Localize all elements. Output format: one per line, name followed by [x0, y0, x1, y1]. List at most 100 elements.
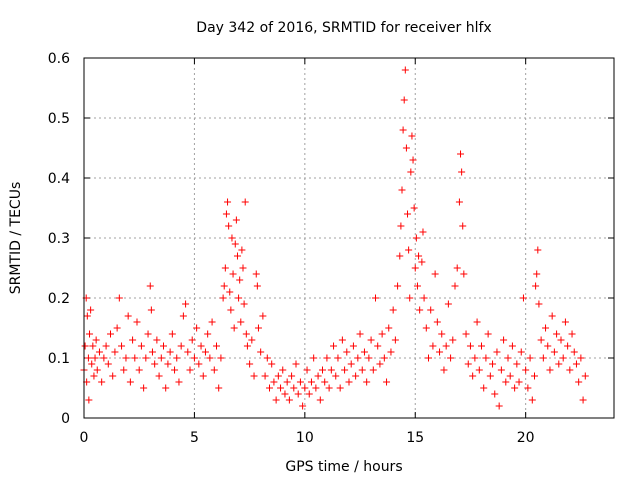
data-point	[352, 372, 360, 380]
data-point	[469, 372, 477, 380]
data-point	[113, 324, 121, 332]
data-point	[224, 198, 232, 206]
data-point	[338, 336, 346, 344]
data-point	[90, 372, 98, 380]
data-point	[146, 282, 154, 290]
data-point	[506, 372, 514, 380]
y-tick-label: 0	[61, 411, 70, 427]
data-point	[542, 324, 550, 332]
data-point	[220, 282, 228, 290]
data-point	[263, 354, 271, 362]
data-point	[238, 246, 246, 254]
data-point	[568, 330, 576, 338]
data-point	[221, 264, 229, 272]
data-point	[164, 360, 172, 368]
data-point	[239, 264, 247, 272]
data-point	[179, 312, 187, 320]
data-point	[316, 396, 324, 404]
data-point	[227, 306, 235, 314]
data-point	[285, 396, 293, 404]
data-point	[459, 222, 467, 230]
data-point	[325, 384, 333, 392]
data-point	[442, 342, 450, 350]
data-point	[575, 378, 583, 386]
data-point	[420, 294, 428, 302]
data-point	[206, 354, 214, 362]
data-point	[466, 342, 474, 350]
data-point	[369, 366, 377, 374]
data-point	[92, 336, 100, 344]
data-point	[208, 318, 216, 326]
data-point	[253, 282, 261, 290]
data-point	[367, 336, 375, 344]
data-point	[162, 384, 170, 392]
data-point	[190, 354, 198, 362]
data-point	[548, 312, 556, 320]
data-point	[577, 354, 585, 362]
data-point	[451, 282, 459, 290]
data-point	[402, 144, 410, 152]
data-point	[412, 234, 420, 242]
data-point	[489, 360, 497, 368]
data-point	[294, 390, 302, 398]
data-point	[254, 324, 262, 332]
data-point	[425, 354, 432, 362]
data-point	[168, 330, 176, 338]
data-point	[391, 336, 399, 344]
data-point	[93, 366, 101, 374]
data-point	[427, 306, 435, 314]
data-point	[561, 318, 569, 326]
data-point	[199, 372, 207, 380]
data-point	[210, 366, 218, 374]
data-point	[229, 270, 237, 278]
data-point	[458, 168, 466, 176]
data-point	[102, 342, 110, 350]
data-point	[385, 324, 393, 332]
data-point	[133, 318, 141, 326]
data-point	[323, 354, 331, 362]
data-point	[422, 324, 430, 332]
data-point	[142, 354, 150, 362]
data-point	[544, 342, 552, 350]
data-point	[151, 360, 159, 368]
chart-title: Day 342 of 2016, SRMTID for receiver hlf…	[196, 20, 491, 36]
data-point	[478, 342, 485, 350]
data-point	[217, 354, 225, 362]
x-tick-label: 5	[190, 430, 199, 446]
data-point	[453, 264, 461, 272]
data-point	[89, 342, 97, 350]
data-point	[372, 294, 379, 302]
data-point	[480, 384, 488, 392]
data-point	[460, 270, 468, 278]
data-point	[378, 330, 386, 338]
data-point	[484, 330, 492, 338]
data-point	[436, 348, 444, 356]
data-point	[140, 384, 148, 392]
data-point	[404, 210, 412, 218]
data-point	[475, 366, 483, 374]
data-point	[118, 342, 126, 350]
data-point	[85, 396, 93, 404]
data-point	[411, 264, 419, 272]
data-point	[374, 342, 382, 350]
data-point	[559, 354, 567, 362]
data-point	[347, 360, 355, 368]
data-point	[236, 276, 244, 284]
data-point	[281, 390, 289, 398]
data-point	[160, 342, 167, 350]
data-point	[491, 390, 499, 398]
data-point	[397, 222, 405, 230]
data-point	[332, 372, 340, 380]
data-point	[408, 132, 416, 140]
data-point	[345, 378, 353, 386]
data-point	[283, 378, 291, 386]
data-point	[462, 330, 470, 338]
data-point	[135, 366, 143, 374]
data-point	[550, 348, 558, 356]
data-point	[252, 270, 260, 278]
data-point	[195, 360, 203, 368]
data-point	[334, 354, 342, 362]
data-point	[131, 354, 139, 362]
data-point	[433, 318, 441, 326]
data-point	[532, 282, 540, 290]
